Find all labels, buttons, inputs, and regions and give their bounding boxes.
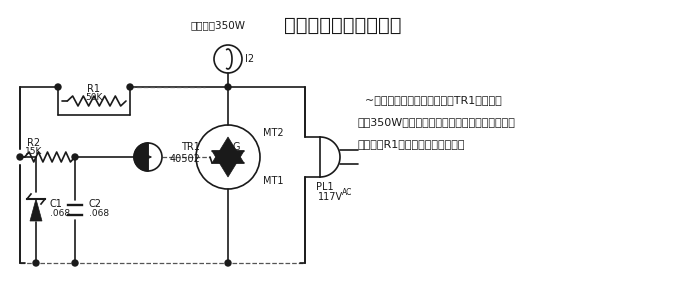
Text: 15K: 15K [25,146,43,156]
Polygon shape [30,199,42,221]
Polygon shape [134,143,148,171]
Polygon shape [212,151,244,177]
Text: 极。利用R1将灯光调至所需亮度。: 极。利用R1将灯光调至所需亮度。 [358,139,466,149]
Text: .068: .068 [50,210,70,218]
Circle shape [72,154,78,160]
Circle shape [225,260,231,266]
Text: 高达350W的功率。氖灯在导通之前不关断控制栅: 高达350W的功率。氖灯在导通之前不关断控制栅 [358,117,516,127]
Text: .068: .068 [89,210,109,218]
Text: I2: I2 [245,54,254,64]
Circle shape [17,154,23,160]
Text: 40502: 40502 [169,154,200,164]
Text: MT2: MT2 [263,128,284,138]
Text: C1: C1 [50,199,63,209]
Text: MT1: MT1 [263,176,284,186]
Text: R2: R2 [27,138,41,148]
Text: C2: C2 [89,199,102,209]
Polygon shape [212,137,244,163]
Circle shape [127,84,133,90]
Text: TR1: TR1 [181,142,200,152]
Text: PL1: PL1 [316,182,334,192]
Text: 50K: 50K [85,92,102,102]
Text: G: G [233,142,240,152]
Circle shape [55,84,61,90]
Circle shape [225,84,231,90]
Text: 117V: 117V [318,192,343,202]
Text: ~只带散热器的双向可控硅（TR1）可控制: ~只带散热器的双向可控硅（TR1）可控制 [358,95,502,105]
Text: 双向可控硅电灯调光器: 双向可控硅电灯调光器 [284,16,402,34]
Circle shape [33,260,39,266]
Text: AC: AC [342,188,352,197]
Circle shape [72,260,78,266]
Text: R1: R1 [87,84,100,94]
Text: 外灯可达350W: 外灯可达350W [190,20,245,30]
